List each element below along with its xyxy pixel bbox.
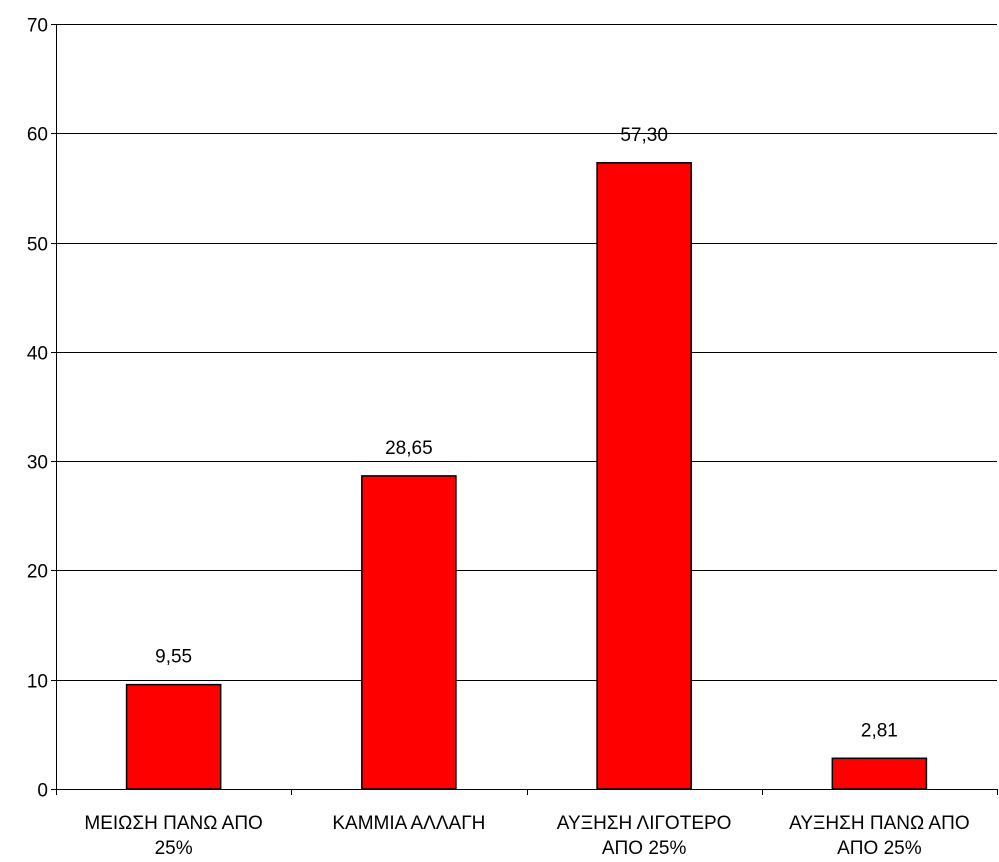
category-label: ΑΥΞΗΣΗ ΛΙΓΟΤΕΡΟ — [557, 813, 732, 834]
category-label: ΑΠΟ 25% — [602, 838, 687, 859]
category-label: 25% — [155, 838, 193, 859]
category-label: ΑΥΞΗΣΗ ΠΑΝΩ ΑΠΟ — [789, 813, 969, 834]
data-label: 2,81 — [861, 720, 898, 741]
y-tick-label: 10 — [27, 672, 48, 693]
y-tick-label: 20 — [27, 562, 48, 583]
y-tick-label: 50 — [27, 235, 48, 256]
bars — [125, 162, 928, 790]
y-tick-label: 0 — [37, 781, 48, 802]
gridlines — [56, 24, 997, 681]
bar — [361, 475, 457, 790]
category-label: ΚΑΜΜΙΑ ΑΛΛΑΓΗ — [332, 813, 485, 834]
y-tick-label: 70 — [27, 16, 48, 37]
y-axis-ticks: 0 10 20 30 40 50 60 70 — [27, 16, 56, 802]
data-labels: 9,55 28,65 57,30 2,81 — [155, 125, 898, 741]
category-label: ΜΕΙΩΣΗ ΠΑΝΩ ΑΠΟ — [84, 813, 262, 834]
bar — [596, 162, 692, 790]
y-tick-label: 40 — [27, 344, 48, 365]
bar — [125, 683, 222, 790]
bar — [831, 757, 928, 790]
y-tick-label: 30 — [27, 453, 48, 474]
category-labels: ΜΕΙΩΣΗ ΠΑΝΩ ΑΠΟ 25% ΚΑΜΜΙΑ ΑΛΛΑΓΗ ΑΥΞΗΣΗ ΛΙ… — [84, 813, 969, 859]
axes — [56, 24, 997, 790]
data-label: 28,65 — [385, 438, 433, 459]
category-label: ΑΠΟ 25% — [837, 838, 922, 859]
data-label: 9,55 — [155, 647, 192, 668]
y-tick-label: 60 — [27, 125, 48, 146]
data-label: 57,30 — [620, 125, 668, 146]
